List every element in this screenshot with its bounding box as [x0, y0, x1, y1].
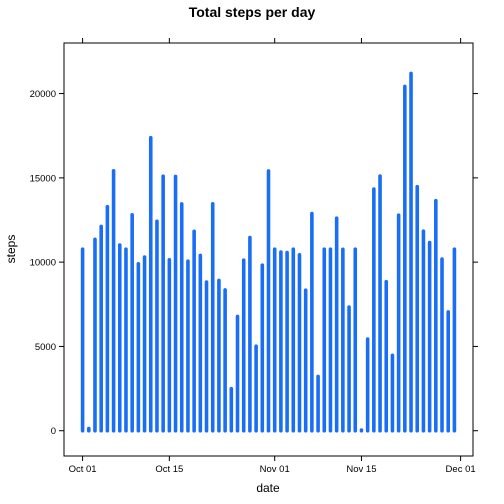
y-tick-label: 0 [51, 426, 56, 437]
plot-frame [63, 42, 474, 457]
y-axis: 0 5000 10000 15000 20000 [30, 89, 478, 437]
x-axis-label: date [256, 481, 280, 495]
y-axis-label: steps [4, 235, 18, 264]
y-tick-label: 15000 [30, 173, 56, 184]
y-tick-label: 10000 [30, 258, 56, 269]
chart-title: Total steps per day [189, 4, 316, 20]
x-axis: Oct 01 Oct 15 Nov 01 Nov 15 Dec 01 [69, 38, 476, 475]
x-tick-label: Oct 15 [155, 464, 183, 475]
x-tick-label: Oct 01 [69, 464, 97, 475]
x-tick-label: Dec 01 [446, 464, 476, 475]
x-tick-label: Nov 15 [346, 464, 376, 475]
y-tick-label: 20000 [30, 89, 56, 100]
x-tick-label: Nov 01 [260, 464, 290, 475]
y-tick-label: 5000 [35, 342, 56, 353]
bars-group [80, 71, 457, 433]
